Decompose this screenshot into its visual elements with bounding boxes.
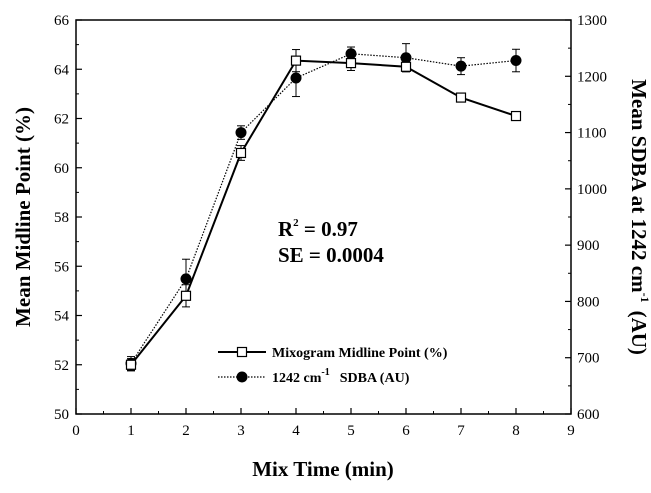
y-axis-right-title-sup: -1 <box>638 293 651 303</box>
legend-entry-midline: Mixogram Midline Point (%) <box>218 346 448 361</box>
r2-annotation: R2 = 0.97 <box>278 217 358 241</box>
y-right-tick-label: 1200 <box>577 69 607 85</box>
legend-label-sdba-prefix: 1242 cm <box>272 371 322 386</box>
midline-point <box>510 110 522 122</box>
sdba-point <box>455 60 467 72</box>
series-midline-line <box>130 59 517 366</box>
y-right-tick-label: 1100 <box>577 126 606 142</box>
x-tick-label: 2 <box>182 423 190 439</box>
series-lines <box>130 53 517 366</box>
r2-base: R <box>278 217 294 241</box>
legend-label-sdba-sup: -1 <box>321 367 329 378</box>
legend-marker-midline <box>236 346 248 358</box>
midline-point <box>345 57 357 69</box>
x-tick-label: 5 <box>347 423 355 439</box>
r2-value: = 0.97 <box>299 217 358 241</box>
sdba-point <box>235 127 247 139</box>
y-axis-left-title: Mean Midline Point (%) <box>11 107 35 327</box>
legend-label-sdba-suffix: SDBA (AU) <box>340 371 410 386</box>
midline-point <box>400 61 412 72</box>
series-sdba-line <box>130 53 517 364</box>
y-right-tick-label: 800 <box>577 294 600 310</box>
y-left-tick-label: 64 <box>54 62 70 78</box>
midline-point <box>455 92 467 103</box>
sdba-point <box>400 52 412 64</box>
x-tick-label: 9 <box>567 423 575 439</box>
x-axis-title: Mix Time (min) <box>252 457 394 481</box>
y-right-tick-label: 1300 <box>577 13 607 29</box>
y-left-tick-label: 50 <box>54 407 69 423</box>
y-left-tick-label: 62 <box>54 112 69 128</box>
x-tick-label: 1 <box>127 423 135 439</box>
y-right-tick-label: 700 <box>577 351 600 367</box>
sdba-point <box>290 72 302 84</box>
x-tick-label: 6 <box>402 423 410 439</box>
sdba-point <box>180 273 192 285</box>
y-left-tick-label: 60 <box>54 161 69 177</box>
y-left-tick-label: 56 <box>54 259 70 275</box>
y-right-tick-label: 600 <box>577 407 600 423</box>
y-axis-right-title-main: Mean SDBA at 1242 cm <box>627 79 651 293</box>
sdba-point <box>510 55 522 67</box>
y-axis-right-title: Mean SDBA at 1242 cm-1 (AU) <box>627 79 651 355</box>
legend-label-sdba: 1242 cm-1 SDBA (AU) <box>272 367 410 386</box>
y-left-tick-label: 54 <box>54 309 70 325</box>
y-left-tick-label: 52 <box>54 358 69 374</box>
x-tick-label: 4 <box>292 423 300 439</box>
y-right-tick-label: 1000 <box>577 182 607 198</box>
series-marks <box>125 43 522 372</box>
y-left-tick-label: 66 <box>54 13 70 29</box>
x-tick-label: 3 <box>237 423 245 439</box>
y-right-tick-label: 900 <box>577 238 600 254</box>
legend-label-midline: Mixogram Midline Point (%) <box>272 346 448 361</box>
x-tick-label: 7 <box>457 423 465 439</box>
x-tick-label: 8 <box>512 423 520 439</box>
x-tick-label: 0 <box>72 423 80 439</box>
tick-labels: 0 1 2 3 4 5 6 7 8 9505254565860626466600700800900… <box>54 13 607 439</box>
sdba-point <box>345 48 357 60</box>
y-axis-right-title-unit: (AU) <box>627 311 651 355</box>
legend-marker-sdba <box>236 371 248 383</box>
midline-point <box>180 290 192 301</box>
axis-ticks <box>75 19 572 415</box>
r2-sup: 2 <box>293 217 299 229</box>
legend-entry-sdba: 1242 cm-1 SDBA (AU) <box>218 367 410 386</box>
legend: Mixogram Midline Point (%) 1242 cm-1 SDBA… <box>218 346 448 386</box>
midline-point <box>290 55 302 66</box>
svg-text:Mean SDBA at 1242 cm-1(AU): Mean SDBA at 1242 cm-1 (AU) <box>627 79 651 355</box>
y-left-tick-label: 58 <box>54 210 69 226</box>
midline-point <box>125 359 137 370</box>
midline-point <box>235 147 247 159</box>
se-annotation: SE = 0.0004 <box>278 243 384 267</box>
